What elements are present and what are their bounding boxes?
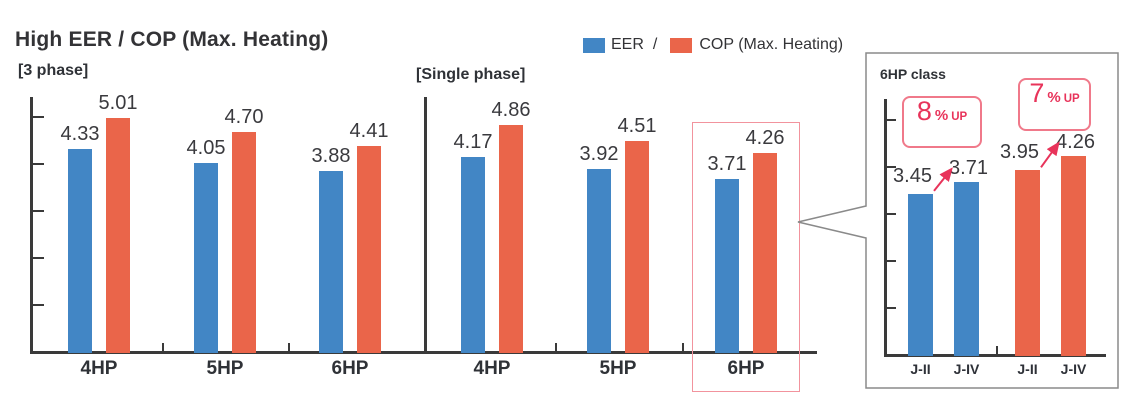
inset-bar-eer-j-iv [954,181,979,356]
panel-label-single-phase: [Single phase] [416,66,526,83]
bar-cop-6hp [753,152,777,353]
inset-category-label-j-ii: J-II [1017,361,1038,377]
value-label: 3.71 [707,152,747,175]
annotation-suffix: UP [1063,93,1080,105]
inset-value-label: 3.95 [1000,141,1039,164]
legend: EER / COP (Max. Heating) [583,36,843,54]
cop-legend-label: COP (Max. Heating) [699,36,844,53]
category-separator-tick [555,343,557,351]
category-separator-tick [162,343,164,351]
value-label: 4.17 [453,131,493,153]
bar-cop-4hp [499,124,523,353]
inset-bar-cop-j-ii [1015,170,1040,356]
value-label: 5.01 [98,91,138,114]
y-axis-tick [33,163,44,165]
bar-cop-5hp [625,141,649,353]
y-axis [424,97,427,353]
value-label: 4.51 [617,115,657,138]
eer-legend-swatch [583,37,605,53]
annotation-value: 7 [1029,78,1045,108]
y-axis [30,97,33,353]
value-label: 3.88 [311,144,351,167]
annotation-suffix: UP [951,111,968,123]
category-separator-tick [682,343,684,351]
bar-eer-4hp [461,157,485,353]
inset-category-label-j-iv: J-IV [1060,361,1087,377]
eer-legend-label: EER [611,36,644,53]
inset-y-axis-tick [887,213,896,215]
bar-eer-6hp [319,170,343,353]
value-label: 4.33 [60,123,100,146]
value-label: 4.05 [186,136,226,159]
y-axis-tick [33,116,44,118]
inset-value-label: 3.71 [949,156,988,179]
inset-y-axis-tick [887,119,896,121]
bar-cop-5hp [232,132,256,353]
bar-cop-6hp [357,145,381,353]
value-label: 4.41 [349,119,389,142]
category-label-5hp: 5HP [599,358,637,379]
value-label: 3.92 [579,142,619,165]
inset-y-axis [884,99,887,356]
inset-bar-eer-j-ii [908,193,933,356]
inset-category-label-j-iv: J-IV [953,361,980,377]
bar-eer-4hp [68,149,92,353]
y-axis-tick [33,210,44,212]
inset-y-axis-tick [887,260,896,262]
bar-eer-5hp [194,162,218,353]
category-label-4hp: 4HP [473,358,511,379]
annotation-percent-up: 7% UP [1018,78,1091,131]
inset-value-label: 4.26 [1056,130,1095,153]
category-label-4hp: 4HP [80,358,118,379]
annotation-unit: % [934,107,949,124]
annotation-value: 8 [916,96,932,126]
inset-value-label: 3.45 [893,164,932,187]
inset-title: 6HP class [880,66,946,82]
bar-cop-4hp [106,117,130,353]
x-axis [30,351,817,354]
category-separator-tick [287,343,290,351]
inset-bar-cop-j-iv [1061,155,1086,356]
inset-category-label-j-ii: J-II [910,361,931,377]
panel-label-3phase: [3 phase] [18,62,89,79]
bar-eer-5hp [587,168,611,353]
highlight-box-6hp [692,122,800,392]
value-label: 4.26 [745,126,785,149]
bar-eer-6hp [715,178,739,353]
inset-category-separator-tick [996,346,998,354]
category-label-6hp: 6HP [331,358,369,379]
value-label: 4.70 [224,106,264,129]
annotation-percent-up: 8% UP [902,96,982,148]
legend-separator: / [652,36,658,53]
category-label-5hp: 5HP [206,358,244,379]
category-label-6hp: 6HP [727,358,765,379]
y-axis-tick [33,257,44,259]
value-label: 4.86 [491,98,531,121]
page-title: High EER / COP (Max. Heating) [15,28,329,51]
inset-y-axis-tick [887,307,896,309]
cop-legend-swatch [670,37,693,53]
annotation-unit: % [1047,89,1061,106]
y-axis-tick [33,304,44,306]
